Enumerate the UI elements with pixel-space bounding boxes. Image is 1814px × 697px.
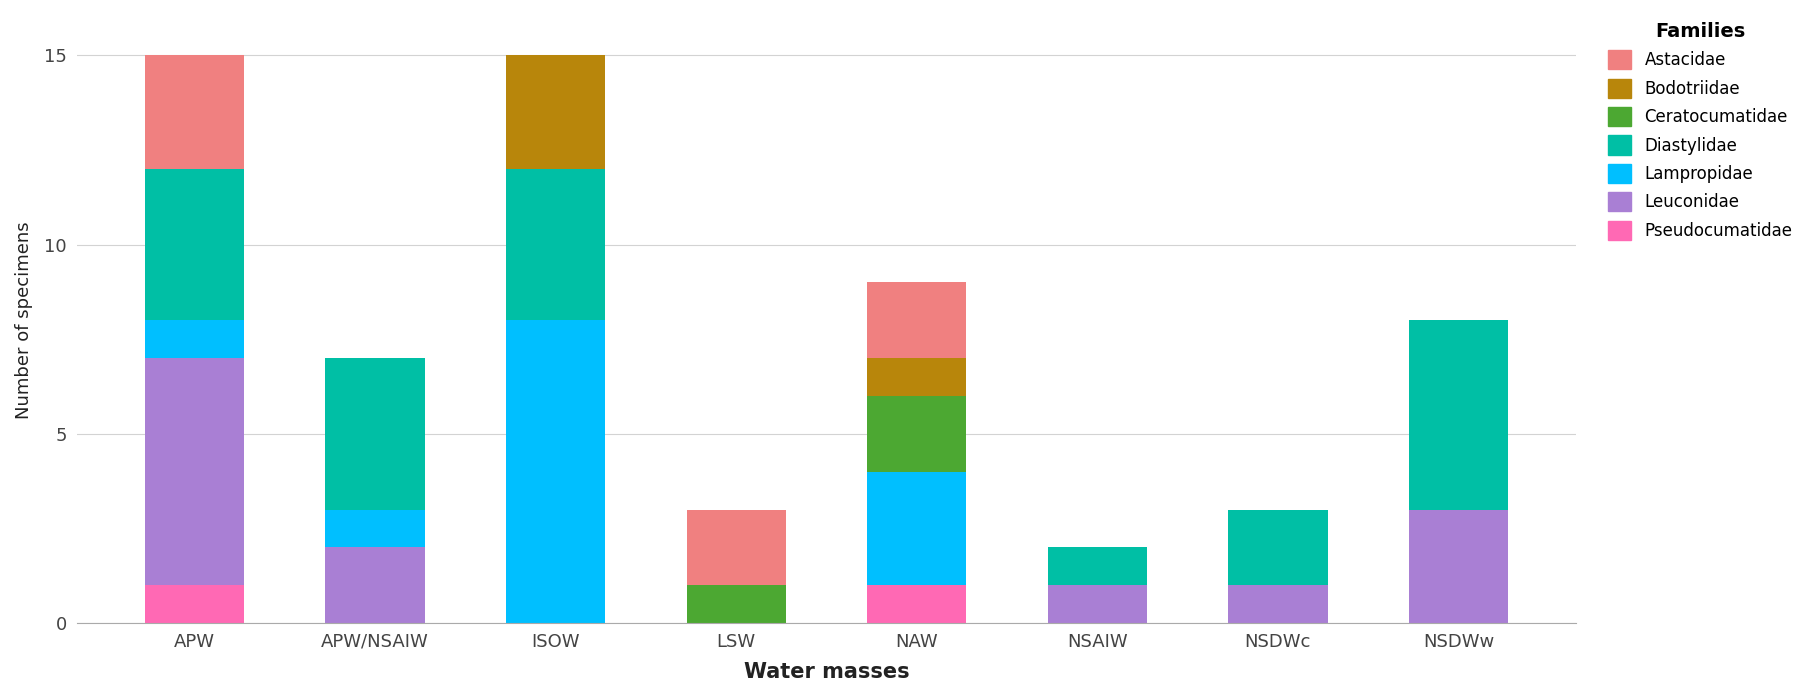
X-axis label: Water masses: Water masses — [744, 662, 909, 682]
Bar — [145, 55, 245, 169]
Bar — [506, 169, 604, 321]
Bar — [1228, 585, 1326, 623]
Bar — [867, 282, 965, 358]
Bar — [1047, 585, 1146, 623]
Bar — [325, 510, 424, 547]
Bar — [1408, 321, 1507, 510]
Bar — [686, 585, 785, 623]
Legend: Astacidae, Bodotriidae, Ceratocumatidae, Diastylidae, Lampropidae, Leuconidae, P: Astacidae, Bodotriidae, Ceratocumatidae,… — [1598, 14, 1799, 248]
Bar — [1408, 510, 1507, 623]
Bar — [506, 55, 604, 169]
Y-axis label: Number of specimens: Number of specimens — [15, 222, 33, 419]
Bar — [867, 358, 965, 396]
Bar — [867, 472, 965, 585]
Bar — [867, 585, 965, 623]
Bar — [145, 585, 245, 623]
Bar — [506, 321, 604, 623]
Bar — [325, 547, 424, 623]
Bar — [145, 321, 245, 358]
Bar — [867, 396, 965, 472]
Bar — [1228, 510, 1326, 585]
Bar — [1047, 547, 1146, 585]
Bar — [145, 169, 245, 321]
Bar — [145, 358, 245, 585]
Bar — [686, 510, 785, 585]
Bar — [325, 358, 424, 510]
